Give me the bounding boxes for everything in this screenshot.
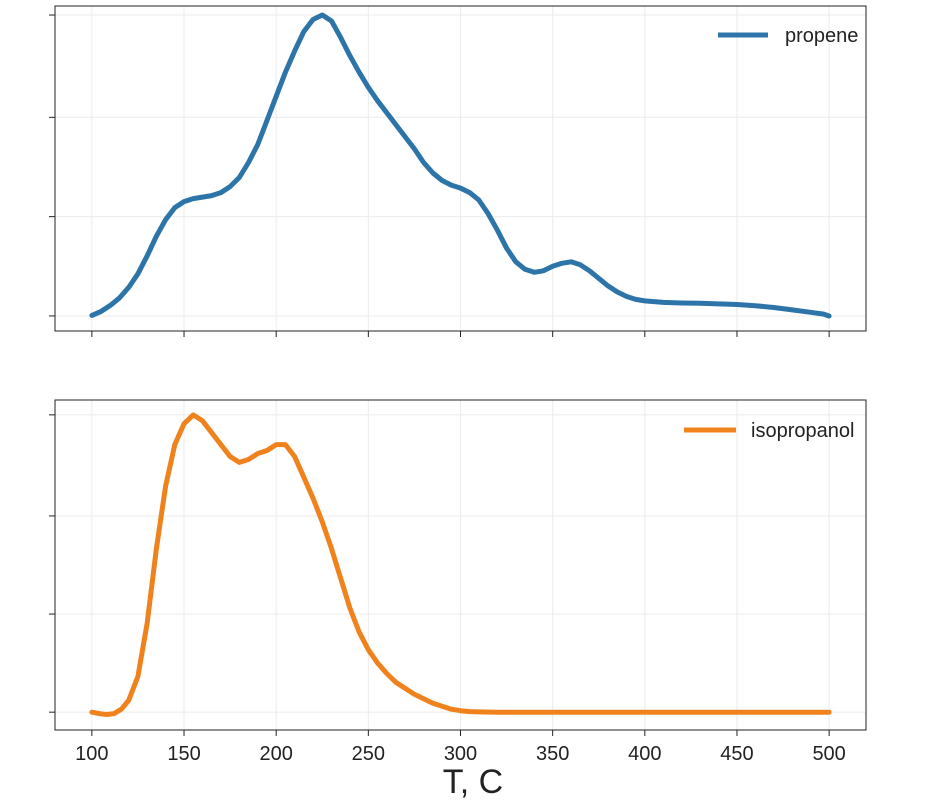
x-tick-label: 400 xyxy=(628,743,661,765)
x-tick-label: 450 xyxy=(720,743,753,765)
legend-label-isopropanol: isopropanol xyxy=(751,420,854,442)
x-tick-label: 250 xyxy=(352,743,385,765)
x-tick-label: 100 xyxy=(75,743,108,765)
series-layer xyxy=(89,12,832,717)
x-tick-label: 350 xyxy=(536,743,569,765)
grid-layer xyxy=(55,6,866,730)
x-tick-label: 200 xyxy=(259,743,292,765)
x-axis-label: T, C xyxy=(443,763,503,801)
legend-label-propene: propene xyxy=(785,25,858,47)
x-tick-label: 150 xyxy=(167,743,200,765)
series-line-isopropanol xyxy=(89,412,832,717)
series-line-propene xyxy=(89,12,832,319)
x-tick-label: 500 xyxy=(812,743,845,765)
legend-layer: propene isopropanol xyxy=(684,25,858,442)
x-tick-label: 300 xyxy=(444,743,477,765)
tick-layer: 100 150 200 250 300 350 400 450 500 xyxy=(49,14,846,765)
